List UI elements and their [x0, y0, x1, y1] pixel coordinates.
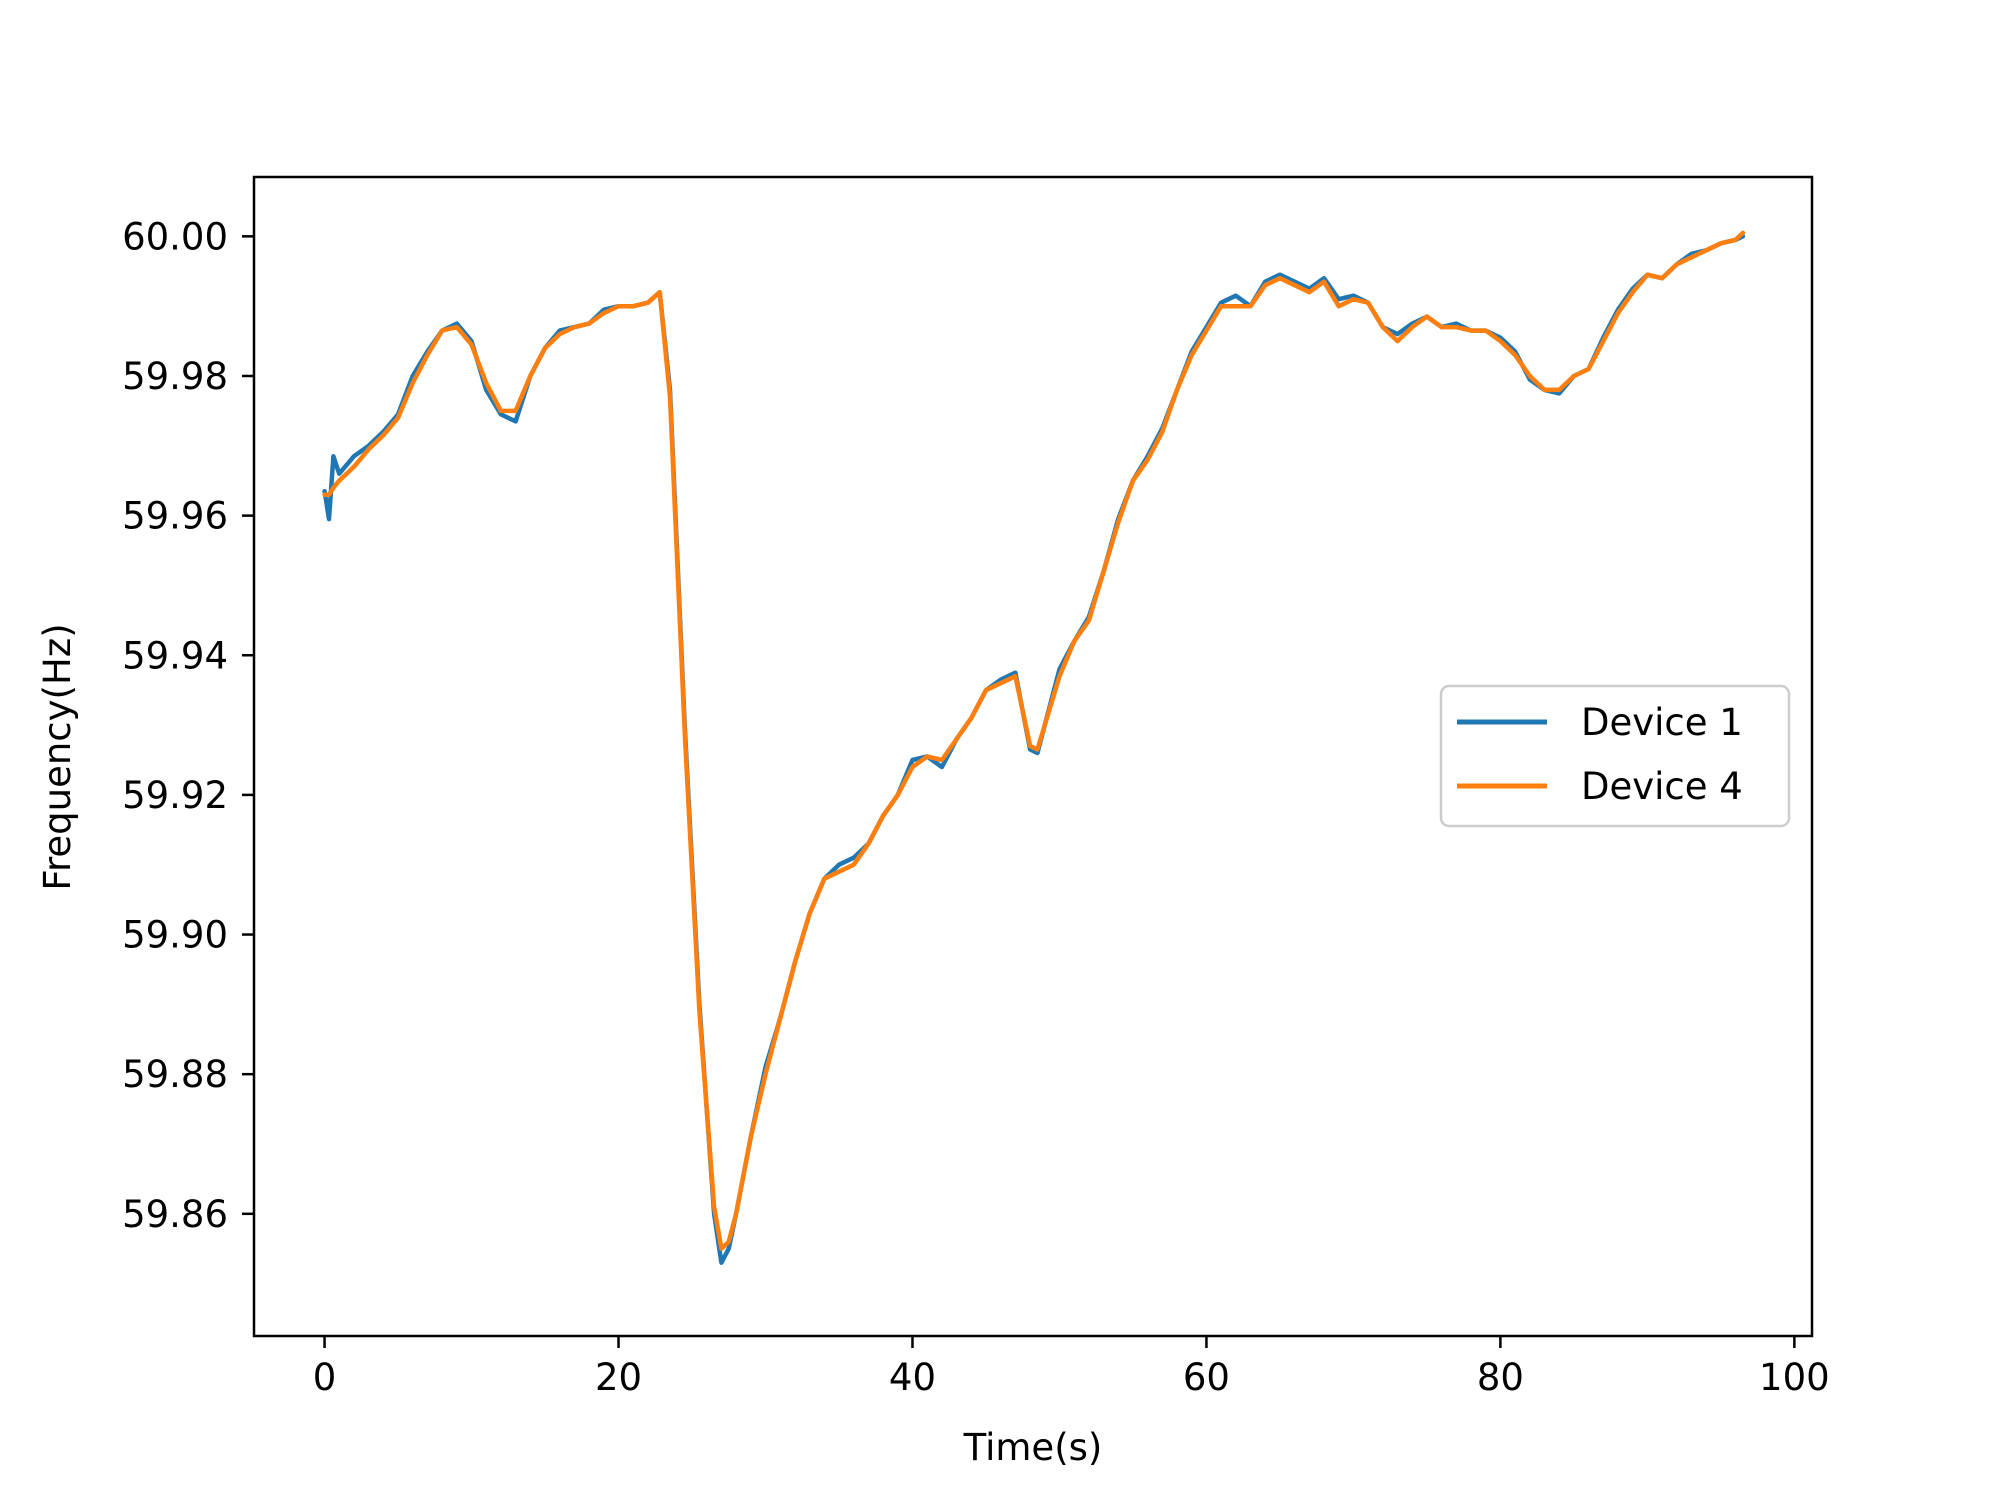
x-axis: 0 20 40 60 80 100: [313, 1336, 1830, 1399]
x-tick-label: 80: [1477, 1356, 1524, 1399]
x-tick-label: 60: [1183, 1356, 1230, 1399]
y-tick-label: 59.92: [122, 774, 228, 817]
x-tick-label: 0: [313, 1356, 337, 1399]
y-tick-label: 59.98: [122, 355, 228, 398]
y-tick-label: 59.88: [122, 1053, 228, 1096]
series-layer: [322, 230, 1746, 1265]
legend-label-device-4: Device 4: [1581, 765, 1743, 808]
series-line-device-4: [322, 230, 1746, 1251]
y-tick-label: 59.94: [122, 634, 228, 677]
y-tick-label: 59.96: [122, 495, 228, 538]
y-tick-label: 60.00: [122, 215, 228, 258]
y-axis-label: Frequency(Hz): [36, 623, 79, 890]
legend-label-device-1: Device 1: [1581, 701, 1743, 744]
y-tick-label: 59.86: [122, 1193, 228, 1236]
plot-frame: [252, 175, 1814, 1338]
x-tick-label: 40: [889, 1356, 936, 1399]
x-tick-label: 100: [1759, 1356, 1830, 1399]
y-tick-label: 59.90: [122, 914, 228, 957]
y-axis: 59.86 59.88 59.90 59.92 59.94 59.96 59.98 60.00: [122, 215, 254, 1236]
x-axis-label: Time(s): [963, 1426, 1103, 1469]
x-tick-label: 20: [595, 1356, 642, 1399]
legend: Device 1 Device 4: [1439, 684, 1791, 828]
